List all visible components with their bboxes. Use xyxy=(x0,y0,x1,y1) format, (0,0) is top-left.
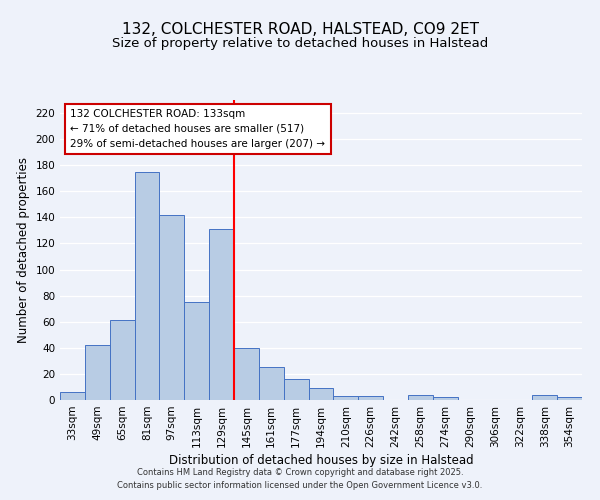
Bar xyxy=(134,172,160,400)
Bar xyxy=(408,395,433,400)
Bar xyxy=(532,395,557,400)
Bar xyxy=(234,348,259,400)
Text: Contains HM Land Registry data © Crown copyright and database right 2025.: Contains HM Land Registry data © Crown c… xyxy=(137,468,463,477)
Bar xyxy=(110,320,134,400)
Bar xyxy=(60,392,85,400)
X-axis label: Distribution of detached houses by size in Halstead: Distribution of detached houses by size … xyxy=(169,454,473,467)
Text: 132 COLCHESTER ROAD: 133sqm
← 71% of detached houses are smaller (517)
29% of se: 132 COLCHESTER ROAD: 133sqm ← 71% of det… xyxy=(70,109,325,148)
Text: Size of property relative to detached houses in Halstead: Size of property relative to detached ho… xyxy=(112,38,488,51)
Bar xyxy=(358,396,383,400)
Bar xyxy=(85,345,110,400)
Bar xyxy=(209,229,234,400)
Y-axis label: Number of detached properties: Number of detached properties xyxy=(17,157,30,343)
Bar xyxy=(557,398,582,400)
Bar xyxy=(284,379,308,400)
Text: 132, COLCHESTER ROAD, HALSTEAD, CO9 2ET: 132, COLCHESTER ROAD, HALSTEAD, CO9 2ET xyxy=(121,22,479,38)
Bar xyxy=(259,368,284,400)
Bar xyxy=(160,215,184,400)
Bar xyxy=(184,302,209,400)
Bar xyxy=(334,396,358,400)
Bar xyxy=(308,388,334,400)
Text: Contains public sector information licensed under the Open Government Licence v3: Contains public sector information licen… xyxy=(118,480,482,490)
Bar xyxy=(433,398,458,400)
